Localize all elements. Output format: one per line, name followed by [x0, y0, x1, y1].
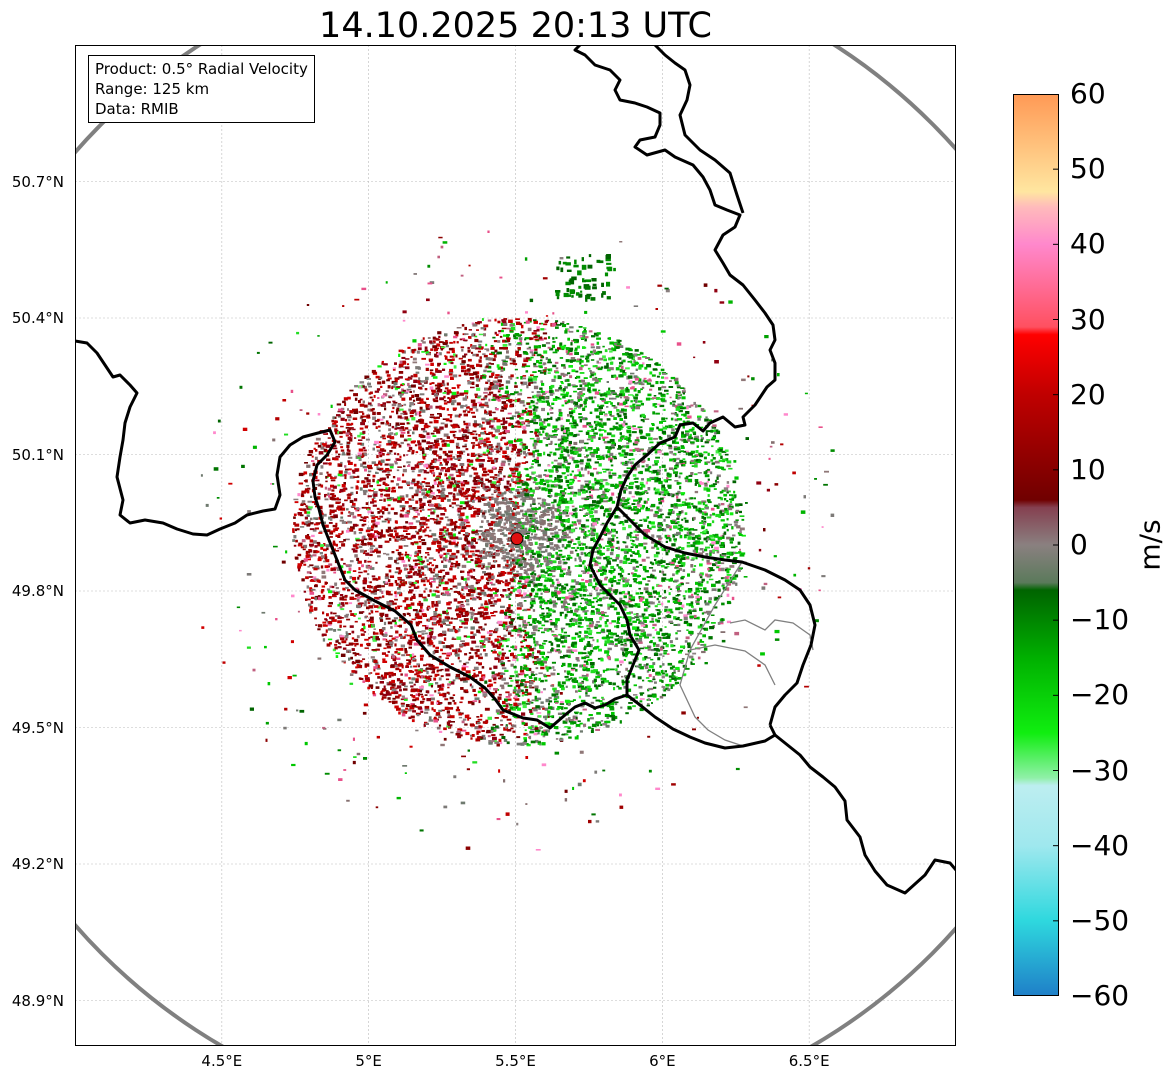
colorbar-tick-label: 10	[1070, 452, 1106, 486]
radar-echoes	[200, 230, 835, 851]
lon-tick-label: 6.5°E	[788, 1052, 830, 1070]
colorbar-tick-label: 50	[1070, 152, 1106, 186]
colorbar-gradient	[1013, 94, 1059, 996]
lat-tick-label: 49.5°N	[11, 718, 64, 737]
lon-tick-label: 5.5°E	[495, 1052, 536, 1070]
colorbar-tick-label: −40	[1070, 828, 1130, 862]
lon-tick-label: 5°E	[355, 1052, 382, 1070]
colorbar-tick-label: 20	[1070, 377, 1106, 411]
colorbar-tick-label: 60	[1070, 77, 1106, 110]
lat-tick-label: 49.8°N	[11, 582, 64, 600]
colorbar-unit-label: m/s	[1133, 519, 1167, 571]
colorbar-tick-label: 0	[1070, 528, 1088, 561]
radar-site-marker	[510, 532, 524, 546]
data-source-text: Data: RMIB	[95, 100, 179, 118]
colorbar-tick-label: −20	[1070, 678, 1130, 712]
lat-tick-label: 50.1°N	[11, 445, 64, 464]
velocity-colorbar	[1013, 94, 1059, 996]
lat-tick-label: 48.9°N	[11, 991, 64, 1010]
region-borders	[679, 561, 814, 747]
map-border	[75, 45, 956, 1046]
colorbar-tick-label: 30	[1070, 302, 1106, 336]
range-text: Range: 125 km	[95, 80, 210, 98]
colorbar-tick-label: −10	[1070, 603, 1130, 637]
lon-tick-label: 4.5°E	[201, 1052, 243, 1070]
colorbar-tick-label: −30	[1070, 753, 1130, 787]
lat-tick-label: 50.4°N	[11, 309, 64, 327]
radar-map: Product: 0.5° Radial Velocity Range: 125…	[75, 45, 956, 1046]
info-box: Product: 0.5° Radial Velocity Range: 125…	[88, 55, 315, 123]
lat-tick-label: 50.7°N	[11, 172, 64, 191]
lat-tick-label: 49.2°N	[11, 855, 64, 873]
colorbar-tick-label: 40	[1070, 227, 1106, 261]
colorbar-tick-label: −50	[1070, 903, 1130, 937]
map-title: 14.10.2025 20:13 UTC	[319, 6, 712, 46]
country-borders	[75, 45, 956, 895]
lon-tick-label: 6°E	[649, 1052, 676, 1070]
map-canvas	[75, 45, 956, 1046]
product-text: Product: 0.5° Radial Velocity	[95, 60, 308, 78]
colorbar-tick-label: −60	[1070, 979, 1130, 1012]
